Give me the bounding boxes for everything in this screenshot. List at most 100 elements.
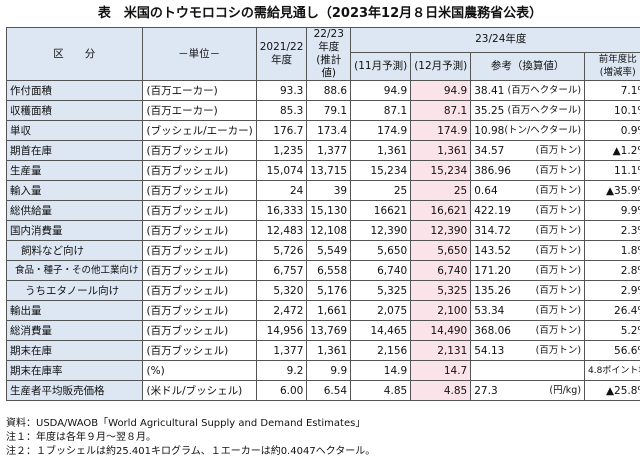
ref-unit: (百万ヘクタール): [507, 84, 582, 96]
value-ref: 35.25 (百万ヘクタール): [470, 100, 586, 121]
ref-unit: (百万トン): [535, 244, 582, 256]
value-ref: 53.34 (百万トン): [470, 300, 586, 321]
value-nov: 5,650: [350, 240, 412, 261]
table-row: 総供給量 (百万ブッシェル) 16,333 15,130 16621 16,621 422.…: [6, 200, 640, 221]
note-1: 注１：年度は各年９月～翌８月。: [6, 432, 156, 443]
value-2021: 14,956: [255, 320, 308, 341]
value-dec: 5,325: [410, 280, 472, 301]
value-ref: 422.19 (百万トン): [470, 200, 586, 221]
header-item: 区 分: [6, 27, 143, 81]
row-label: 生産者平均販売価格: [6, 380, 143, 401]
value-nov: 15,234: [350, 160, 412, 181]
value-ref: 27.3 (円/kg): [470, 380, 586, 401]
value-nov: 16621: [350, 200, 412, 221]
value-dec: 14.7: [410, 360, 472, 381]
ref-unit: (百万トン): [535, 184, 582, 196]
value-2022: 12,108: [306, 220, 352, 241]
value-2021: 24: [255, 180, 308, 201]
value-dec: 12,390: [410, 220, 472, 241]
row-unit: (百万エーカー): [141, 80, 257, 101]
row-label: 作付面積: [6, 80, 143, 101]
row-label: 飼料など向け: [6, 240, 143, 261]
row-unit: (百万ブッシェル): [141, 340, 257, 361]
header-change: 前年度比 (増減率): [584, 51, 640, 82]
value-change: 2.3%: [584, 220, 640, 241]
value-dec: 2,131: [410, 340, 472, 361]
value-nov: 25: [350, 180, 412, 201]
value-ref: 0.64 (百万トン): [470, 180, 586, 201]
value-ref: 386.96 (百万トン): [470, 160, 586, 181]
row-label: 期首在庫: [6, 140, 143, 161]
value-ref: 34.57 (百万トン): [470, 140, 586, 161]
value-dec: 94.9: [410, 80, 472, 101]
value-change: 10.1%: [584, 100, 640, 121]
value-nov: 94.9: [350, 80, 412, 101]
value-nov: 87.1: [350, 100, 412, 121]
ref-value: 368.06: [474, 324, 511, 337]
ref-unit: (百万トン): [535, 204, 582, 216]
value-change: 11.1%: [584, 160, 640, 181]
value-2022: 88.6: [306, 80, 352, 101]
ref-value: 53.34: [474, 304, 505, 317]
value-change: ▲35.9%: [584, 180, 640, 201]
ref-value: 27.3: [474, 384, 498, 397]
value-2021: 93.3: [255, 80, 308, 101]
value-2022: 9.9: [306, 360, 352, 381]
header-2022: 22/23 年度 (推計値): [306, 27, 352, 81]
value-nov: 4.85: [350, 380, 412, 401]
value-ref: 314.72 (百万トン): [470, 220, 586, 241]
value-dec: 16,621: [410, 200, 472, 221]
row-unit: (ブッシェル/エーカー): [141, 120, 257, 141]
header-row-1: 区 分 －単位－ 2021/22 年度 22/23 年度 (推計値) 23/24…: [6, 27, 640, 81]
row-label: 総消費量: [6, 320, 143, 341]
ref-unit: (百万トン): [535, 304, 582, 316]
value-dec: 174.9: [410, 120, 472, 141]
ref-value: 0.64: [474, 184, 498, 197]
table-row: 生産者平均販売価格 (米ドル/ブッシェル) 6.00 6.54 4.85 4.85 27.3…: [6, 380, 640, 401]
value-2022: 6.54: [306, 380, 352, 401]
value-dec: 25: [410, 180, 472, 201]
value-nov: 6,740: [350, 260, 412, 281]
row-unit: (百万ブッシェル): [141, 240, 257, 261]
table-row: 飼料など向け (百万ブッシェル) 5,726 5,549 5,650 5,650 143.5…: [6, 240, 640, 261]
ref-value: 135.26: [474, 284, 511, 297]
value-change: 0.9%: [584, 120, 640, 141]
table-row: 総消費量 (百万ブッシェル) 14,956 13,769 14,465 14,490 368…: [6, 320, 640, 341]
value-nov: 1,361: [350, 140, 412, 161]
row-label: 生産量: [6, 160, 143, 181]
row-unit: (百万ブッシェル): [141, 300, 257, 321]
ref-value: 314.72: [474, 224, 511, 237]
table-row: うちエタノール向け (百万ブッシェル) 5,320 5,176 5,325 5,325 13…: [6, 280, 640, 301]
value-2022: 39: [306, 180, 352, 201]
value-nov: 2,075: [350, 300, 412, 321]
row-label: 輸入量: [6, 180, 143, 201]
table-row: 期末在庫率(%)9.29.914.914.7 4.8ポイント増: [6, 360, 640, 381]
supply-demand-table: 区 分 －単位－ 2021/22 年度 22/23 年度 (推計値) 23/24…: [6, 27, 640, 401]
row-label: うちエタノール向け: [6, 280, 143, 301]
ref-value: 35.25: [474, 104, 505, 117]
table-row: 期首在庫 (百万ブッシェル) 1,235 1,377 1,361 1,361 34.57 (百…: [6, 140, 640, 161]
value-change: 2.8%: [584, 260, 640, 281]
row-label: 輸出量: [6, 300, 143, 321]
header-unit: －単位－: [141, 27, 257, 81]
value-2021: 1,235: [255, 140, 308, 161]
ref-value: 34.57: [474, 144, 505, 157]
value-2021: 2,472: [255, 300, 308, 321]
value-nov: 14,465: [350, 320, 412, 341]
footnotes: 資料：USDA/WAOB「World Agricultural Supply a…: [6, 417, 375, 459]
value-2021: 85.3: [255, 100, 308, 121]
value-2022: 5,176: [306, 280, 352, 301]
row-unit: (百万ブッシェル): [141, 180, 257, 201]
value-2021: 9.2: [255, 360, 308, 381]
value-change: 56.6%: [584, 340, 640, 361]
ref-unit: (トン/ヘクタール): [504, 124, 582, 136]
header-2023-group: 23/24年度: [350, 27, 640, 53]
value-dec: 5,650: [410, 240, 472, 261]
value-ref: [470, 360, 586, 381]
value-nov: 12,390: [350, 220, 412, 241]
table-row: 輸出量 (百万ブッシェル) 2,472 1,661 2,075 2,100 53.34 (百万…: [6, 300, 640, 321]
value-dec: 14,490: [410, 320, 472, 341]
table-row: 収穫面積 (百万エーカー) 85.3 79.1 87.1 87.1 35.25 (百万ヘクター…: [6, 100, 640, 121]
value-2021: 16,333: [255, 200, 308, 221]
value-change: 1.8%: [584, 240, 640, 261]
